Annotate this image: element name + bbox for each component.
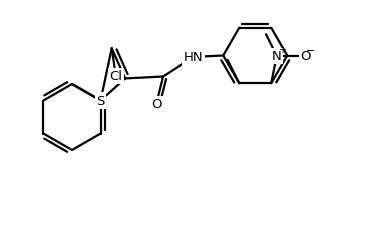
Text: S: S (96, 94, 105, 108)
Text: +: + (278, 45, 286, 54)
Text: O: O (300, 50, 311, 63)
Text: Cl: Cl (109, 70, 122, 83)
Text: N: N (272, 50, 281, 63)
Text: −: − (306, 45, 315, 56)
Text: HN: HN (183, 51, 203, 64)
Text: O: O (151, 98, 161, 111)
